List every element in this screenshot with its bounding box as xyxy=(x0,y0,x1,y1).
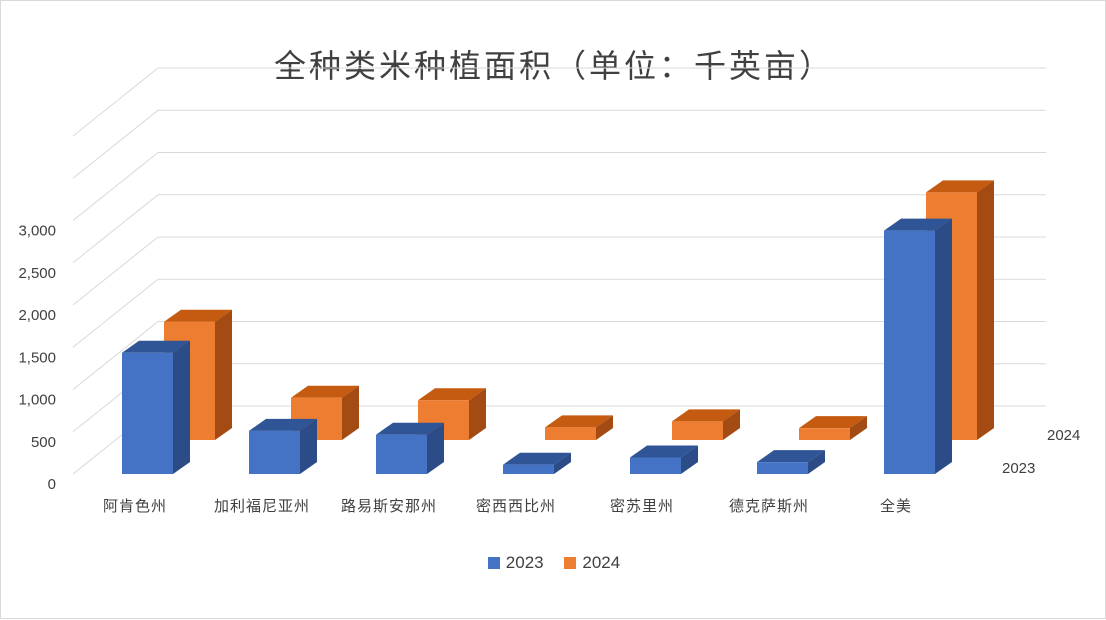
legend-swatch-2024 xyxy=(564,556,577,569)
bar-2024-side xyxy=(723,409,740,440)
depth-axis-label-2024: 2024 xyxy=(1047,427,1080,444)
bar-2024-side xyxy=(215,309,232,440)
bar-2024 xyxy=(799,428,850,440)
bar-2023 xyxy=(376,434,427,474)
gridline-side xyxy=(72,278,159,348)
bar-2023-top xyxy=(757,450,825,463)
bar-2023 xyxy=(249,430,300,474)
gridline-side xyxy=(72,67,159,137)
bar-2024-side xyxy=(469,388,486,440)
bar-2023 xyxy=(757,462,808,474)
bar-2024-side xyxy=(342,385,359,440)
gridline-side xyxy=(72,236,159,306)
chart-title: 全种类米种植面积（单位：千英亩） xyxy=(273,47,834,85)
x-category-label: 全美 xyxy=(880,497,912,515)
bar-2024-top xyxy=(164,309,232,322)
bar-2023-top xyxy=(249,418,317,431)
x-category-label: 阿肯色州 xyxy=(103,497,167,515)
bar-2023-side xyxy=(300,418,317,474)
legend-swatch-2023 xyxy=(487,556,500,569)
bar-2023 xyxy=(122,352,173,474)
bar-2024 xyxy=(672,421,723,440)
bar-2023-side xyxy=(681,445,698,474)
bar-2023 xyxy=(884,230,935,474)
y-tick-label: 0 xyxy=(48,476,56,493)
legend-item-2024: 2024 xyxy=(564,553,620,573)
bar-2023-top xyxy=(884,218,952,231)
bar-2023-side xyxy=(554,452,571,474)
y-tick-label: 2,000 xyxy=(18,307,56,324)
bar-2023 xyxy=(503,464,554,474)
gridline-side xyxy=(72,321,159,390)
x-category-label: 加利福尼亚州 xyxy=(214,497,310,515)
x-category-label: 德克萨斯州 xyxy=(729,497,809,515)
bar-2023-top xyxy=(503,452,571,465)
gridline-side xyxy=(72,194,159,264)
gridline-side xyxy=(72,152,159,221)
legend-item-2023: 2023 xyxy=(487,552,544,573)
bar-2024-side xyxy=(850,416,867,440)
bar-2024-top xyxy=(926,180,994,193)
bar-2023 xyxy=(630,457,681,474)
bar-2024-top xyxy=(799,416,867,429)
x-category-label: 密西西比州 xyxy=(476,497,556,515)
bar-2024-top xyxy=(291,385,359,398)
y-tick-label: 2,500 xyxy=(18,265,56,282)
legend: 2023 2024 xyxy=(1,552,1106,573)
bar-2024-side xyxy=(977,180,994,441)
bar-2024-side xyxy=(596,415,613,440)
bar-2024-top xyxy=(672,409,740,422)
bar-2023-side xyxy=(808,450,825,474)
y-tick-label: 1,500 xyxy=(18,349,56,366)
legend-label-2023: 2023 xyxy=(505,552,544,572)
bar-2023-top xyxy=(122,340,190,353)
x-category-label: 路易斯安那州 xyxy=(341,497,437,515)
gridline-side xyxy=(72,109,159,179)
bar-2023-side xyxy=(173,340,190,474)
bar-2023-side xyxy=(935,218,952,474)
bar-2024-top xyxy=(418,388,486,401)
bar-2023-top xyxy=(630,445,698,458)
legend-label-2024: 2024 xyxy=(582,552,621,572)
bar-2023-top xyxy=(376,422,444,435)
y-tick-label: 500 xyxy=(31,434,56,451)
bar-2024 xyxy=(545,427,596,440)
y-tick-label: 1,000 xyxy=(18,392,56,409)
bar-2024-top xyxy=(545,415,613,428)
y-tick-label: 3,000 xyxy=(18,223,56,240)
x-category-label: 密苏里州 xyxy=(610,497,674,515)
bar-2023-side xyxy=(427,422,444,474)
depth-axis-label-2023: 2023 xyxy=(1002,460,1035,477)
